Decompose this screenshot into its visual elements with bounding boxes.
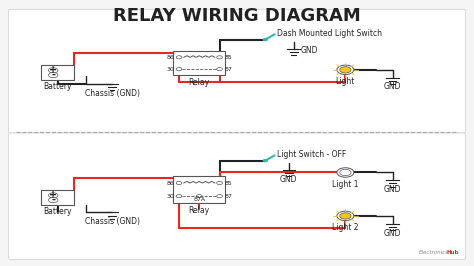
Circle shape <box>263 159 268 162</box>
Text: Chassis (GND): Chassis (GND) <box>85 217 140 226</box>
Text: Relay: Relay <box>189 206 210 215</box>
Bar <box>41 65 74 80</box>
Circle shape <box>48 193 58 198</box>
Circle shape <box>176 195 182 198</box>
Text: GND: GND <box>384 228 401 238</box>
Circle shape <box>217 68 222 71</box>
Text: Battery: Battery <box>44 207 72 217</box>
Text: 30: 30 <box>166 194 174 199</box>
Text: 86: 86 <box>166 181 174 185</box>
Circle shape <box>340 169 351 176</box>
Text: 85: 85 <box>224 181 232 185</box>
Text: GND: GND <box>301 45 318 55</box>
Bar <box>173 51 225 75</box>
Circle shape <box>176 56 182 59</box>
Text: Relay: Relay <box>189 78 210 87</box>
Text: Light Switch - OFF: Light Switch - OFF <box>277 150 346 159</box>
Text: 87: 87 <box>224 194 232 199</box>
Text: Light: Light <box>336 77 355 86</box>
Circle shape <box>337 168 354 177</box>
Circle shape <box>217 56 222 59</box>
Text: 87: 87 <box>224 67 232 72</box>
Text: 30: 30 <box>166 67 174 72</box>
Bar <box>173 176 225 203</box>
Text: -: - <box>51 195 55 205</box>
Text: -: - <box>51 70 55 80</box>
Text: +: + <box>49 190 57 200</box>
Circle shape <box>48 68 58 73</box>
Circle shape <box>48 72 58 78</box>
Text: GND: GND <box>280 174 298 184</box>
Text: GND: GND <box>384 82 401 92</box>
Text: Hub: Hub <box>447 250 459 255</box>
Circle shape <box>337 211 354 221</box>
Circle shape <box>48 197 58 203</box>
Circle shape <box>340 213 351 219</box>
Circle shape <box>217 195 222 198</box>
Circle shape <box>340 67 351 73</box>
Text: Electronics: Electronics <box>419 250 449 255</box>
Text: 86: 86 <box>166 55 174 60</box>
Circle shape <box>176 68 182 71</box>
Circle shape <box>197 195 202 198</box>
Text: Battery: Battery <box>44 82 72 92</box>
Text: 85: 85 <box>224 55 232 60</box>
Text: RELAY WIRING DIAGRAM: RELAY WIRING DIAGRAM <box>113 7 361 25</box>
Circle shape <box>337 65 354 74</box>
Circle shape <box>263 38 268 41</box>
FancyBboxPatch shape <box>9 133 465 259</box>
Bar <box>41 190 74 205</box>
Text: +: + <box>49 65 57 75</box>
FancyBboxPatch shape <box>9 9 465 133</box>
Circle shape <box>176 181 182 185</box>
Text: 87A: 87A <box>193 197 205 202</box>
Text: Light 1: Light 1 <box>332 180 359 189</box>
Text: GND: GND <box>384 185 401 194</box>
Text: Chassis (GND): Chassis (GND) <box>85 89 140 98</box>
Text: Dash Mounted Light Switch: Dash Mounted Light Switch <box>277 29 382 38</box>
Circle shape <box>217 181 222 185</box>
Text: Light 2: Light 2 <box>332 223 359 232</box>
